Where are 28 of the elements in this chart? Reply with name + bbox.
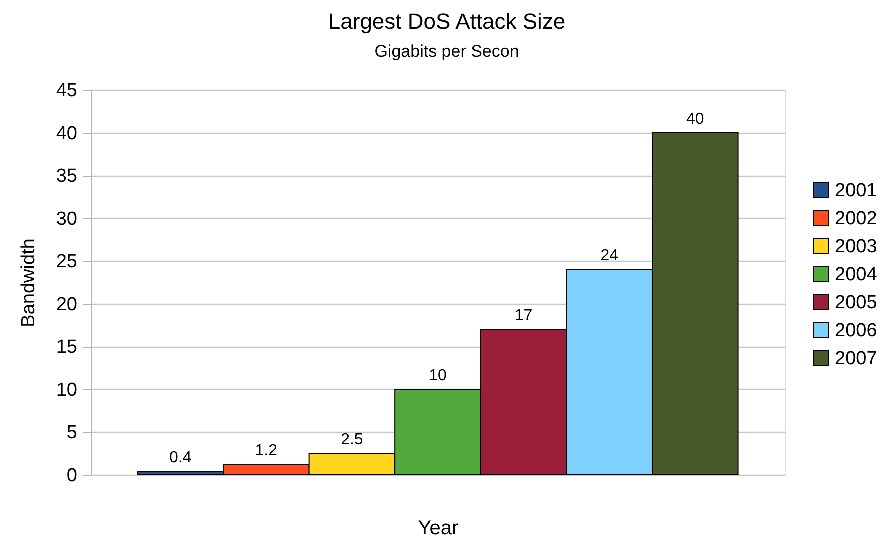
y-tick-label: 0 — [66, 466, 78, 486]
legend-label: 2007 — [835, 348, 878, 370]
y-tick-label: 45 — [56, 80, 78, 102]
y-tick-label: 20 — [56, 294, 78, 316]
x-axis-title: Year — [418, 518, 460, 540]
y-tick-label: 40 — [56, 123, 78, 144]
data-label: 0.4 — [169, 450, 192, 467]
legend-label: 2006 — [835, 320, 878, 342]
data-label: 2.5 — [341, 432, 364, 449]
legend-label: 2003 — [835, 236, 878, 258]
y-tick-label: 30 — [56, 208, 78, 230]
data-label: 40 — [686, 110, 704, 128]
legend-label: 2001 — [835, 180, 878, 202]
data-label: 24 — [600, 248, 619, 265]
chart-title: Largest DoS Attack Size — [328, 9, 566, 34]
data-label: 17 — [514, 308, 533, 325]
y-axis-title: Bandwidth — [18, 238, 40, 328]
legend-label: 2002 — [835, 208, 878, 230]
data-label: 10 — [429, 367, 447, 384]
y-tick-label: 35 — [56, 166, 78, 188]
legend-label: 2005 — [835, 292, 878, 314]
chart-subtitle: Gigabits per Secon — [374, 42, 520, 61]
y-tick-label: 15 — [56, 337, 78, 358]
y-tick-label: 5 — [66, 422, 78, 444]
y-tick-label: 25 — [56, 252, 78, 273]
data-label: 1.2 — [255, 442, 278, 460]
y-tick-label: 10 — [56, 380, 78, 401]
legend-label: 2004 — [835, 264, 878, 286]
